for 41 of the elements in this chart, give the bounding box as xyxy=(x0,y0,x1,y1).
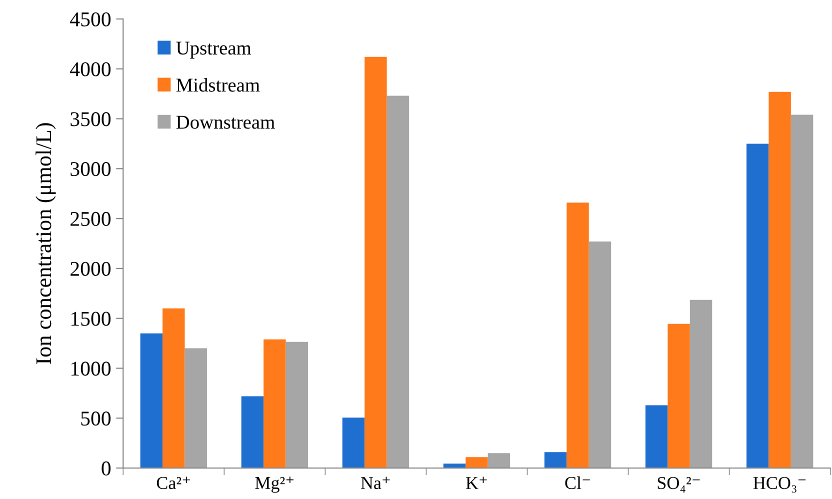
x-tick-label: Mg²⁺ xyxy=(255,476,294,493)
bar xyxy=(566,202,589,468)
bar xyxy=(184,348,207,468)
y-tick-label: 2000 xyxy=(70,262,111,276)
y-tick-label: 3500 xyxy=(70,112,111,126)
bar xyxy=(645,405,668,468)
bar xyxy=(746,144,769,468)
bar xyxy=(488,453,510,468)
x-tick-label: Na⁺ xyxy=(360,476,390,490)
x-tick-label: K⁺ xyxy=(466,476,487,489)
x-tick-label: Ca²⁺ xyxy=(156,476,190,490)
bar xyxy=(264,339,286,468)
x-tick-label: Cl⁻ xyxy=(565,476,590,490)
y-tick-label: 500 xyxy=(81,412,111,426)
legend-label: Downstream xyxy=(176,116,275,129)
bar xyxy=(386,96,410,468)
y-tick-label: 1000 xyxy=(71,362,111,376)
y-tick-label: 3000 xyxy=(70,162,111,176)
bar xyxy=(668,324,690,468)
bar xyxy=(690,300,712,468)
bar xyxy=(342,418,365,468)
bar xyxy=(286,342,308,468)
bar xyxy=(162,308,185,468)
bar xyxy=(466,457,488,468)
x-tick-label: HCO₃⁻ xyxy=(753,476,806,493)
y-axis-title: Ion concentration (μmol/L) xyxy=(36,123,56,364)
legend-label: Midstream xyxy=(176,78,260,92)
y-tick-label: 2500 xyxy=(70,212,111,226)
y-tick-label: 0 xyxy=(102,461,111,476)
bar xyxy=(364,56,387,468)
y-tick-label: 4000 xyxy=(70,62,111,76)
bar xyxy=(768,92,791,468)
bar xyxy=(544,452,567,468)
bar xyxy=(241,396,264,468)
legend-label: Upstream xyxy=(176,42,252,59)
y-tick-label: 4500 xyxy=(70,12,111,26)
x-tick-label: SO₄²⁻ xyxy=(658,476,700,493)
bar xyxy=(790,114,814,468)
bar xyxy=(588,242,612,468)
bar xyxy=(140,333,163,468)
y-tick-label: 1500 xyxy=(71,312,111,326)
